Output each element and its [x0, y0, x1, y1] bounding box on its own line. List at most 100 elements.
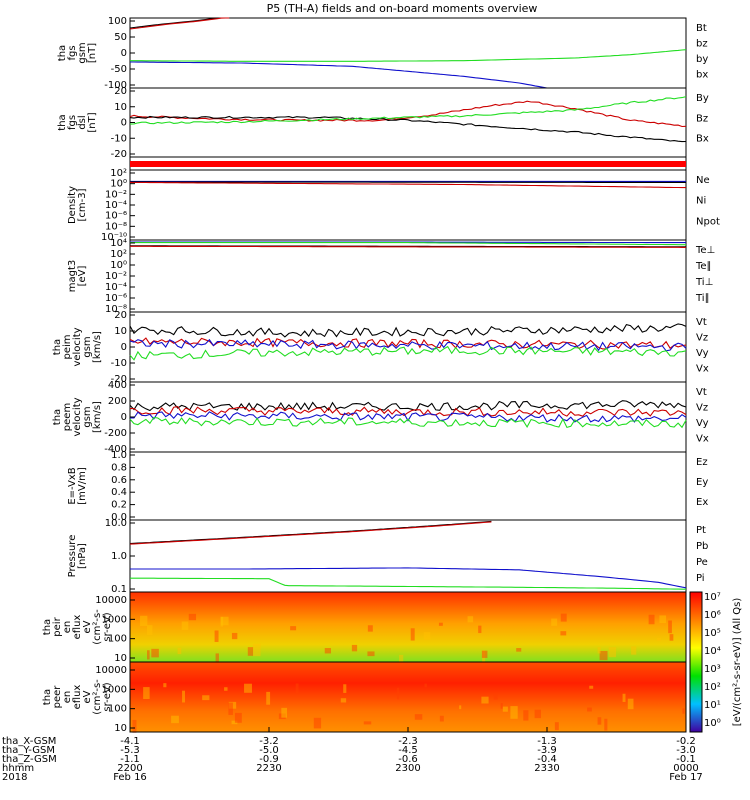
y-axis-label: eflux — [72, 685, 83, 710]
panel-frame — [129, 451, 687, 521]
panel-frame — [129, 311, 687, 383]
y-axis-label: eflux — [72, 615, 83, 640]
y-axis-label: peim — [62, 334, 73, 359]
y-tick-label: 10⁻² — [105, 189, 127, 200]
legend-bz: bz — [696, 39, 708, 50]
y-axis-label: E=-VxB — [67, 467, 78, 504]
spectrogram-texture — [589, 685, 594, 689]
x-row-label: hhmm — [2, 763, 34, 774]
chart-title: P5 (TH-A) fields and on-board moments ov… — [267, 2, 538, 15]
y-axis-label: eV — [82, 690, 93, 703]
y-tick-label: 0 — [121, 118, 127, 129]
legend-Bz: Bz — [696, 113, 708, 124]
y-axis-label: (cm²-s- — [92, 679, 103, 715]
y-tick-label: 0.1 — [111, 584, 127, 595]
y-axis-label: [cm-3] — [77, 188, 88, 221]
colorbar-tick: 10¹ — [704, 700, 721, 711]
x-tick-label: -1.3 — [537, 736, 557, 747]
y-tick-label: -20 — [111, 149, 127, 160]
y-tick-label: -10 — [111, 358, 127, 369]
y-axis-label: en — [62, 621, 73, 634]
y-tick-label: 0 — [121, 342, 127, 353]
x-tick-label: -5.0 — [259, 745, 279, 756]
spectrogram-texture — [367, 625, 373, 632]
x-tick-label: -0.9 — [259, 754, 279, 765]
spectrogram-texture — [367, 651, 375, 657]
y-tick-label: 10⁰ — [110, 260, 127, 271]
legend-Ni: Ni — [696, 196, 706, 207]
spectrogram-texture — [171, 715, 179, 724]
y-axis-label: eV — [82, 620, 93, 633]
x-tick-label: -4.1 — [120, 736, 140, 747]
spectrogram-texture — [214, 630, 219, 642]
y-tick-label: 10⁻⁸ — [105, 304, 127, 315]
series-Vx-line — [129, 411, 687, 423]
series-Vt-line — [129, 400, 687, 412]
legend-Vz: Vz — [696, 333, 708, 344]
panel-peim_velocity: 20 10 0 -10 -20 tha peim velocity gsm [km/s] Vt Vz V… — [52, 310, 709, 385]
y-axis-label: tha — [42, 619, 53, 635]
colorbar-tick: 10⁷ — [704, 592, 721, 603]
x-tick-label: -3.0 — [676, 745, 696, 756]
y-tick-label: 20 — [114, 86, 127, 97]
y-tick-label: -20 — [111, 374, 127, 385]
spectrogram-texture — [551, 618, 558, 626]
spectrogram-texture — [516, 648, 522, 652]
spectrogram-texture — [231, 720, 238, 725]
spectrogram-texture — [424, 683, 427, 688]
spectrogram-texture — [534, 709, 541, 719]
spectrogram-texture — [481, 696, 489, 704]
series-Ne-line — [129, 181, 686, 189]
series-By-line — [129, 96, 687, 125]
spectrogram-texture — [396, 687, 400, 700]
spectrogram-texture — [481, 650, 488, 658]
legend-Vt: Vt — [696, 387, 707, 398]
legend-Bx: Bx — [696, 134, 709, 145]
spectrogram-texture — [290, 626, 297, 631]
x-tick-label: Feb 17 — [669, 772, 703, 783]
y-tick-label: 10000 — [95, 665, 127, 676]
y-axis-label: Pressure — [67, 535, 78, 578]
series-Ni-line — [130, 181, 686, 183]
y-axis-label: (cm²-s- — [92, 609, 103, 645]
y-tick-label: 10⁻⁴ — [105, 200, 127, 211]
spectrogram-texture — [502, 706, 508, 712]
legend-Pb: Pb — [696, 541, 708, 552]
panel-peem_velocity: 400 200 0 -200 -400 tha peem velocity gsm [km/s] V… — [52, 380, 709, 455]
y-axis-label: sr-eV) — [102, 612, 113, 641]
spectrogram-texture — [560, 631, 567, 636]
y-tick-label: 10² — [110, 249, 127, 260]
panel-pressure: 10.0 1.0 0.1 Pressure [nPa] Pt Pb Pe Pi — [67, 518, 708, 595]
y-tick-label: 10000 — [95, 595, 127, 606]
spectrogram-texture — [351, 644, 358, 652]
y-axis-label: velocity — [72, 327, 83, 366]
colorbar-tick: 10³ — [704, 664, 721, 675]
spectrogram-texture — [587, 707, 592, 712]
y-axis-label: tha — [42, 689, 53, 705]
x-tick-label: 2300 — [395, 763, 420, 774]
spectrogram-texture — [410, 628, 415, 641]
series-Vt-line — [129, 323, 687, 338]
y-tick-label: 0.2 — [111, 500, 127, 511]
y-tick-label: 0.4 — [111, 487, 127, 498]
spectrogram-texture — [234, 712, 242, 723]
spectrogram-texture — [143, 687, 150, 699]
y-tick-label: -100 — [104, 80, 127, 91]
spectrogram-texture — [147, 650, 150, 660]
spectrogram-texture — [231, 632, 238, 640]
spectrogram-texture — [493, 693, 498, 700]
spectrogram-texture — [439, 715, 444, 722]
spectrogram-texture — [554, 722, 559, 731]
spectrogram-texture — [228, 702, 233, 715]
spectrogram-texture — [281, 707, 287, 718]
legend-Ex: Ex — [696, 497, 708, 508]
colorbar-tick: 10² — [704, 682, 721, 693]
y-tick-label: 10.0 — [105, 518, 127, 529]
y-tick-label: -10 — [111, 133, 127, 144]
legend-bx: bx — [696, 70, 708, 81]
y-axis-label: [eV] — [77, 266, 88, 287]
series-Bx-line — [129, 115, 687, 143]
spectrogram-texture — [414, 714, 423, 720]
y-tick-label: -400 — [104, 444, 127, 455]
